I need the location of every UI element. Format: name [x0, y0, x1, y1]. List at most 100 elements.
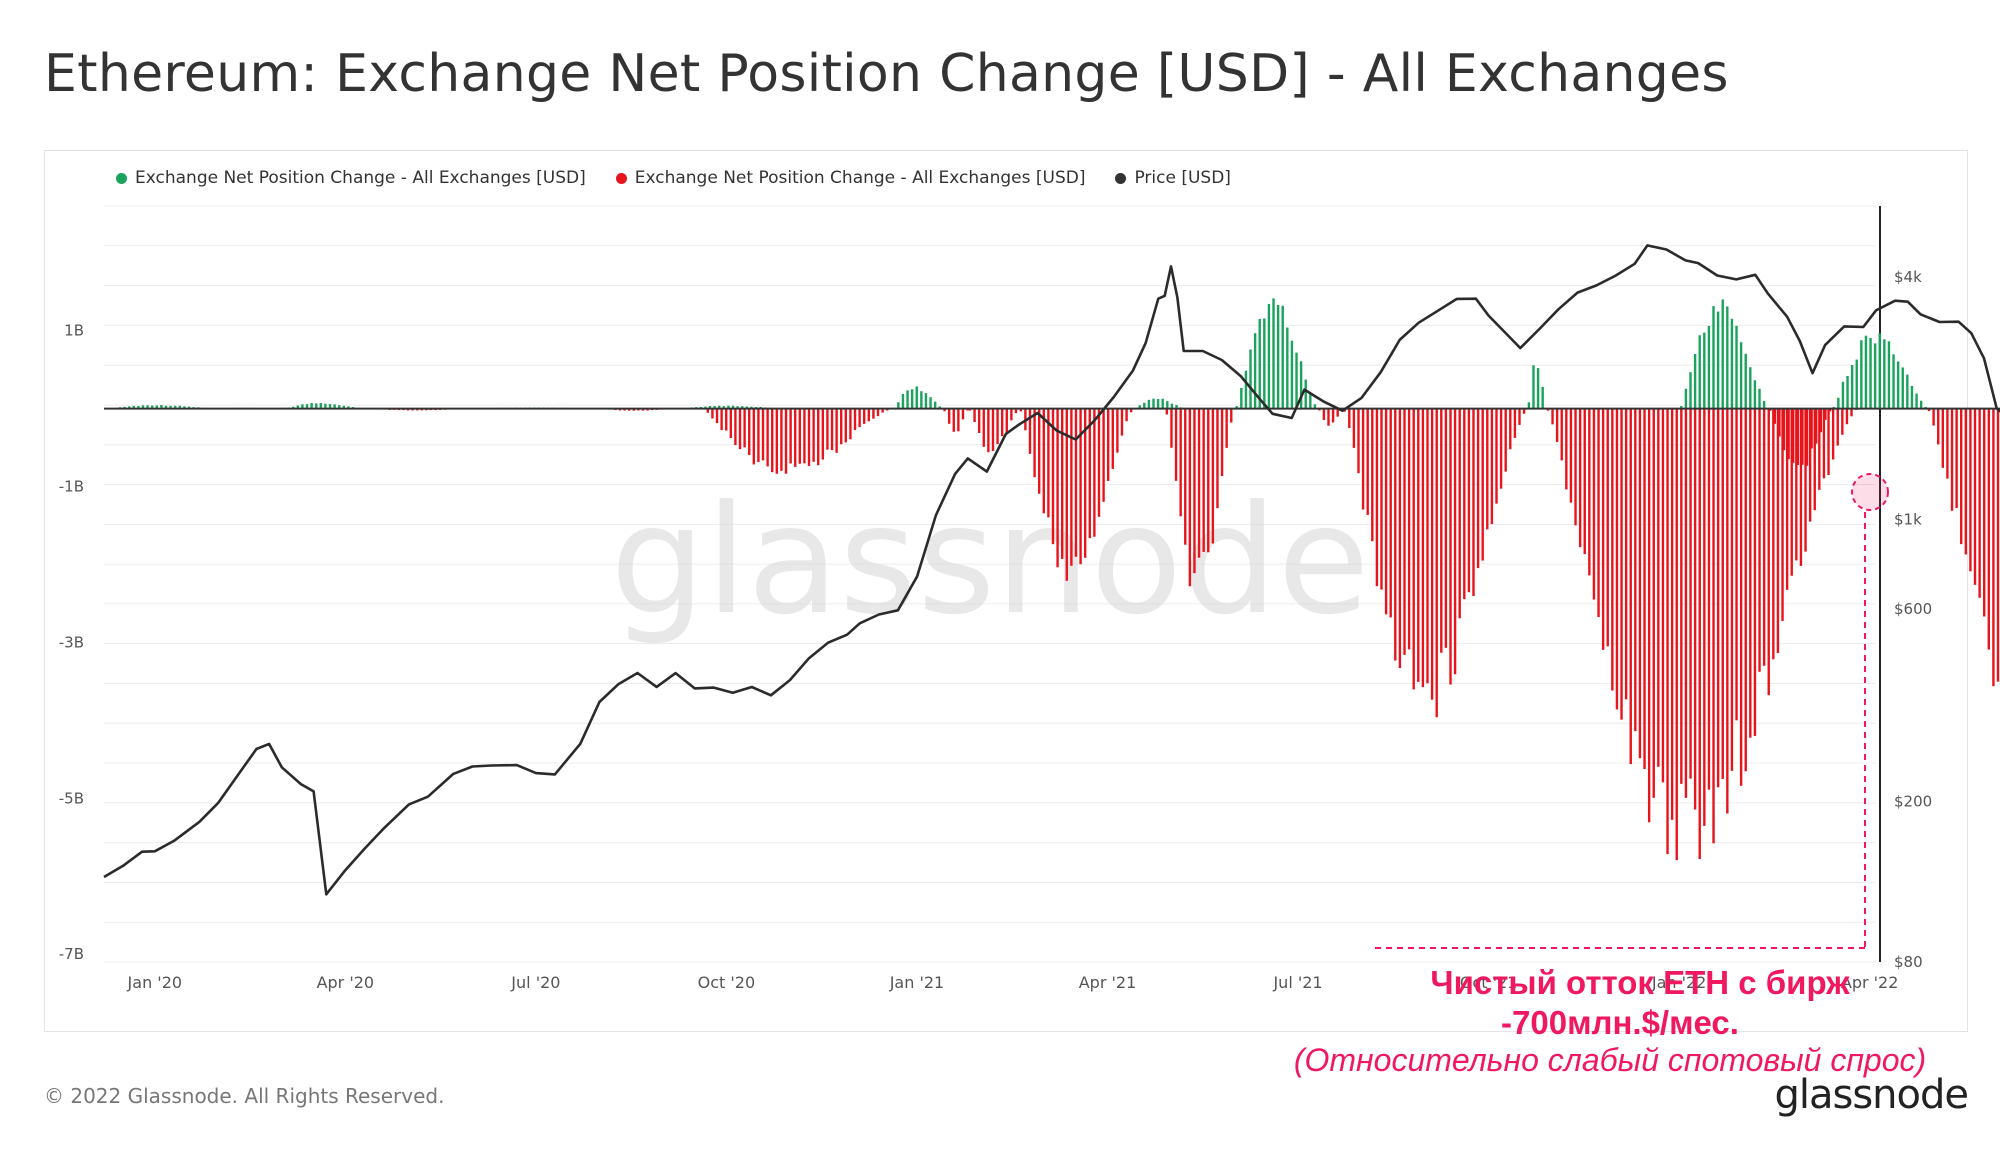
outflow-bar [1522, 408, 1526, 414]
outflow-bar [1778, 408, 1781, 437]
outflow-bar [1060, 408, 1064, 559]
inflow-bar [1878, 333, 1881, 409]
legend-item-inflow[interactable]: Exchange Net Position Change - All Excha… [116, 168, 586, 188]
inflow-bar [333, 404, 336, 409]
outflow-bar [1129, 408, 1133, 413]
outflow-bar [1014, 408, 1018, 414]
outflow-bar [1703, 408, 1706, 826]
outflow-bar [1960, 408, 1963, 545]
outflow-bar [1624, 408, 1628, 700]
inflow-bar [924, 393, 928, 409]
inflow-bar [1235, 406, 1238, 409]
outflow-bar [1033, 408, 1036, 478]
inflow-bar [1919, 400, 1923, 409]
outflow-bar [711, 408, 714, 419]
outflow-bar [1111, 408, 1114, 469]
outflow-bar [1950, 408, 1954, 511]
outflow-bar [1973, 408, 1977, 585]
outflow-bar [748, 408, 751, 456]
inflow-bar [1258, 318, 1261, 409]
x-axis-tick-label: Jul '21 [1272, 973, 1322, 992]
outflow-bar [957, 408, 960, 432]
legend-item-price[interactable]: Price [USD] [1115, 168, 1231, 188]
outflow-bar [1361, 408, 1365, 510]
outflow-bar [1348, 408, 1351, 428]
outflow-bar [1773, 408, 1777, 424]
left-axis-tick-label: 1B [64, 322, 84, 340]
outflow-bar [1499, 408, 1503, 489]
outflow-bar [1819, 408, 1823, 433]
outflow-bar [826, 408, 829, 450]
outflow-bar [1225, 408, 1228, 448]
outflow-bar [1597, 408, 1600, 618]
x-axis-tick-label: Oct '20 [698, 973, 756, 992]
outflow-bar [1762, 408, 1766, 666]
inflow-bar [1730, 318, 1734, 409]
inflow-bar [906, 390, 909, 409]
outflow-bar [1472, 408, 1475, 597]
outflow-bar [1407, 408, 1411, 650]
inflow-bar [1290, 340, 1294, 409]
outflow-bar [982, 408, 985, 447]
outflow-bar [1684, 408, 1688, 798]
outflow-bar [1845, 408, 1849, 425]
outflow-bar [1726, 408, 1729, 814]
inflow-bar [718, 405, 721, 409]
inflow-bar [1170, 403, 1174, 409]
outflow-bar [1785, 408, 1789, 590]
legend-dot-black [1115, 172, 1127, 184]
outflow-bar [1776, 408, 1780, 654]
outflow-bar [1615, 408, 1619, 710]
inflow-bar [174, 405, 177, 409]
outflow-bar [1394, 408, 1397, 661]
inflow-bar [727, 405, 730, 409]
outflow-bar [725, 408, 728, 431]
outflow-bar [1647, 408, 1651, 823]
glassnode-logo[interactable]: glassnode [1774, 1072, 1969, 1118]
inflow-bar [1869, 337, 1872, 409]
inflow-bar [708, 405, 712, 409]
x-axis-tick-label: Jan '21 [889, 973, 945, 992]
inflow-bar [1860, 340, 1863, 409]
outflow-bar [729, 408, 733, 439]
outflow-bar [881, 408, 884, 413]
outflow-bar [627, 408, 631, 411]
x-axis-tick-label: Jan '22 [1651, 973, 1707, 992]
inflow-bar [1267, 303, 1271, 409]
outflow-bar [1792, 408, 1795, 463]
x-axis-tick-label: Apr '20 [317, 973, 375, 992]
inflow-bar [1299, 361, 1303, 409]
inflow-bar [745, 406, 749, 409]
legend-item-outflow[interactable]: Exchange Net Position Change - All Excha… [615, 168, 1085, 188]
outflow-bar [775, 408, 779, 474]
outflow-bar [1193, 408, 1196, 574]
inflow-bar [1161, 398, 1164, 409]
outflow-bar [1629, 408, 1632, 765]
inflow-bar [315, 403, 318, 409]
inflow-bar [1698, 335, 1701, 409]
inflow-bar [1249, 349, 1252, 409]
outflow-bar [1088, 408, 1091, 539]
outflow-bar [876, 408, 880, 417]
outflow-bar [1047, 408, 1050, 518]
outflow-bar [1804, 408, 1807, 552]
outflow-bar [807, 408, 811, 466]
outflow-bar [1352, 408, 1356, 448]
outflow-bar [1560, 408, 1563, 461]
outflow-bar [1578, 408, 1582, 548]
inflow-bar [933, 401, 937, 409]
inflow-bar [929, 397, 932, 409]
outflow-bar [720, 408, 723, 431]
outflow-bar [1698, 408, 1701, 860]
outflow-bar [1509, 408, 1512, 450]
watermark-text: glassnode [610, 474, 1369, 648]
inflow-bar [1240, 387, 1243, 409]
outflow-bar [1828, 408, 1832, 412]
price-line [103, 244, 2000, 896]
inflow-bar [713, 406, 716, 409]
outflow-bar [1670, 408, 1674, 820]
outflow-bar [1555, 408, 1559, 442]
inflow-bar [1707, 325, 1711, 409]
annotation-line-2: -700млн.$/мес. [1501, 1004, 1739, 1041]
x-axis-tick-label: Oct '21 [1460, 973, 1518, 992]
